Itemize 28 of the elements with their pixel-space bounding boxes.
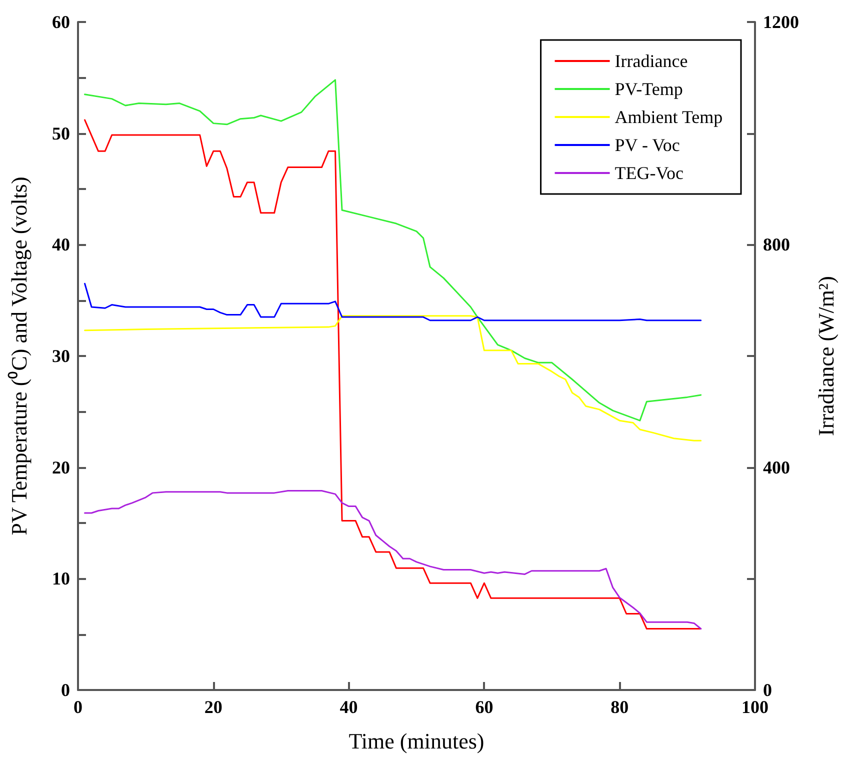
y-tick-label: 30	[52, 346, 70, 366]
y2-axis-title: Irradiance (W/m²)	[814, 276, 838, 436]
line-series	[84, 282, 702, 322]
y2-tick-label: 1200	[763, 12, 799, 32]
legend-label: Irradiance	[614, 51, 688, 71]
legend-label: PV - Voc	[614, 135, 680, 155]
y2-tick-label: 0	[763, 680, 772, 700]
y-tick-label: 10	[52, 568, 70, 589]
x-tick-label: 60	[475, 697, 494, 717]
line-series	[84, 490, 702, 630]
y-tick-label: 0	[61, 680, 70, 700]
y-tick-label: 20	[52, 457, 70, 478]
x-tick-label: 40	[340, 697, 358, 717]
y-tick-label: 50	[52, 123, 70, 144]
legend-label: TEG-Voc	[614, 163, 684, 183]
legend-label: Ambient Temp	[614, 107, 723, 127]
y2-tick-label: 400	[763, 457, 790, 478]
x-tick-label: 80	[610, 697, 629, 717]
y-tick-label: 60	[52, 12, 70, 32]
y2-tick-label: 800	[763, 234, 790, 255]
legend-label: PV-Temp	[614, 79, 683, 99]
y-tick-label: 40	[52, 234, 70, 255]
y-axis-title: PV Temperature (⁰C) and Voltage (volts)	[6, 176, 32, 536]
x-tick-label: 20	[204, 697, 222, 717]
line-series	[84, 315, 702, 442]
x-axis-title: Time (minutes)	[348, 728, 484, 754]
x-tick-label: 100	[742, 697, 768, 717]
x-tick-label: 0	[74, 697, 82, 717]
